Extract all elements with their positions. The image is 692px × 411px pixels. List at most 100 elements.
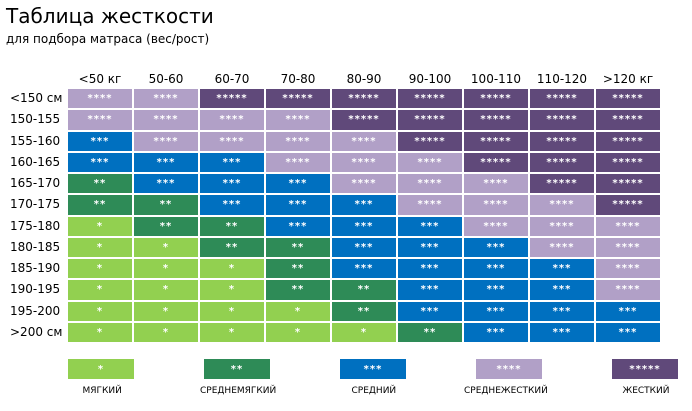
column-header: 100-110 xyxy=(470,72,522,86)
firmness-cell: **** xyxy=(596,280,660,300)
firmness-cell: **** xyxy=(530,195,594,215)
firmness-cell: *** xyxy=(398,259,462,279)
firmness-cell: *** xyxy=(200,195,264,215)
legend-swatch: ** xyxy=(204,359,270,379)
firmness-cell: ***** xyxy=(464,110,528,130)
page-title: Таблица жесткости xyxy=(6,4,214,28)
row-header: 165-170 xyxy=(10,176,61,190)
column-header: 110-120 xyxy=(536,72,588,86)
firmness-cell: **** xyxy=(596,259,660,279)
table-corner xyxy=(0,70,67,88)
firmness-cell: *** xyxy=(530,322,594,342)
firmness-cell: **** xyxy=(332,152,396,172)
firmness-cell: **** xyxy=(134,89,198,109)
page-subtitle: для подбора матраса (вес/рост) xyxy=(6,32,210,46)
firmness-cell: ** xyxy=(134,195,198,215)
firmness-cell: ***** xyxy=(530,152,594,172)
firmness-cell: *** xyxy=(398,237,462,257)
firmness-cell: * xyxy=(134,301,198,321)
row-header: 150-155 xyxy=(10,112,61,127)
firmness-cell: **** xyxy=(68,110,132,130)
firmness-cell: **** xyxy=(266,110,330,130)
firmness-cell: ** xyxy=(398,322,462,342)
row-header: 185-190 xyxy=(10,261,61,275)
row-header: 160-165 xyxy=(10,154,61,169)
firmness-cell: **** xyxy=(398,174,462,194)
firmness-cell: **** xyxy=(530,216,594,236)
firmness-cell: *** xyxy=(200,174,264,194)
legend-swatch: *** xyxy=(340,359,406,379)
row-header: >200 см xyxy=(10,324,63,339)
firmness-cell: ** xyxy=(266,259,330,279)
legend-label: СРЕДНЕМЯГКИЙ xyxy=(200,386,277,396)
firmness-cell: * xyxy=(200,322,264,342)
firmness-cell: **** xyxy=(464,195,528,215)
firmness-cell: **** xyxy=(266,152,330,172)
firmness-cell: *** xyxy=(134,152,198,172)
legend-label: СРЕДНИЙ xyxy=(351,386,397,396)
firmness-cell: **** xyxy=(464,174,528,194)
firmness-cell: * xyxy=(200,280,264,300)
firmness-cell: * xyxy=(266,301,330,321)
firmness-cell: **** xyxy=(596,237,660,257)
firmness-cell: ***** xyxy=(596,152,660,172)
firmness-cell: *** xyxy=(530,259,594,279)
firmness-cell: **** xyxy=(464,216,528,236)
firmness-cell: * xyxy=(68,259,132,279)
firmness-cell: *** xyxy=(68,152,132,172)
firmness-cell: *** xyxy=(464,301,528,321)
firmness-cell: ** xyxy=(200,237,264,257)
firmness-cell: *** xyxy=(398,280,462,300)
firmness-cell: ***** xyxy=(200,89,264,109)
firmness-cell: **** xyxy=(134,131,198,151)
row-header: <150 см xyxy=(10,91,63,105)
firmness-cell: *** xyxy=(530,301,594,321)
firmness-cell: * xyxy=(332,322,396,342)
firmness-cell: * xyxy=(134,322,198,342)
firmness-cell: * xyxy=(134,280,198,300)
firmness-cell: **** xyxy=(530,237,594,257)
firmness-cell: *** xyxy=(530,280,594,300)
legend-swatch: * xyxy=(68,359,134,379)
firmness-cell: ***** xyxy=(398,110,462,130)
legend-swatch: ***** xyxy=(612,359,678,379)
firmness-cell: * xyxy=(134,259,198,279)
column-header: 80-90 xyxy=(346,72,382,86)
firmness-cell: ***** xyxy=(464,131,528,151)
column-header: <50 кг xyxy=(78,72,122,86)
firmness-cell: ** xyxy=(332,301,396,321)
firmness-cell: **** xyxy=(266,131,330,151)
firmness-cell: **** xyxy=(332,174,396,194)
firmness-cell: **** xyxy=(596,216,660,236)
firmness-cell: ***** xyxy=(530,131,594,151)
firmness-cell: * xyxy=(68,237,132,257)
column-header: 90-100 xyxy=(408,72,452,86)
firmness-cell: ***** xyxy=(596,195,660,215)
firmness-cell: ***** xyxy=(596,110,660,130)
row-header: 170-175 xyxy=(10,197,61,212)
row-header: 180-185 xyxy=(10,239,61,254)
firmness-cell: * xyxy=(68,322,132,342)
firmness-cell: *** xyxy=(134,174,198,194)
row-header: 155-160 xyxy=(10,133,61,148)
firmness-cell: ** xyxy=(266,237,330,257)
legend-swatch: **** xyxy=(476,359,542,379)
firmness-cell: ***** xyxy=(464,89,528,109)
firmness-cell: ** xyxy=(68,195,132,215)
firmness-cell: * xyxy=(68,216,132,236)
firmness-cell: *** xyxy=(200,152,264,172)
column-header: 60-70 xyxy=(214,72,250,86)
column-header: 50-60 xyxy=(148,72,184,86)
firmness-cell: *** xyxy=(266,216,330,236)
firmness-cell: * xyxy=(200,259,264,279)
firmness-cell: * xyxy=(134,237,198,257)
firmness-cell: *** xyxy=(464,322,528,342)
row-header: 195-200 xyxy=(10,303,61,318)
firmness-cell: ***** xyxy=(596,174,660,194)
firmness-cell: **** xyxy=(332,131,396,151)
firmness-cell: **** xyxy=(200,110,264,130)
row-header: 175-180 xyxy=(10,218,61,233)
firmness-cell: *** xyxy=(332,259,396,279)
firmness-cell: **** xyxy=(68,89,132,109)
firmness-cell: ** xyxy=(332,280,396,300)
